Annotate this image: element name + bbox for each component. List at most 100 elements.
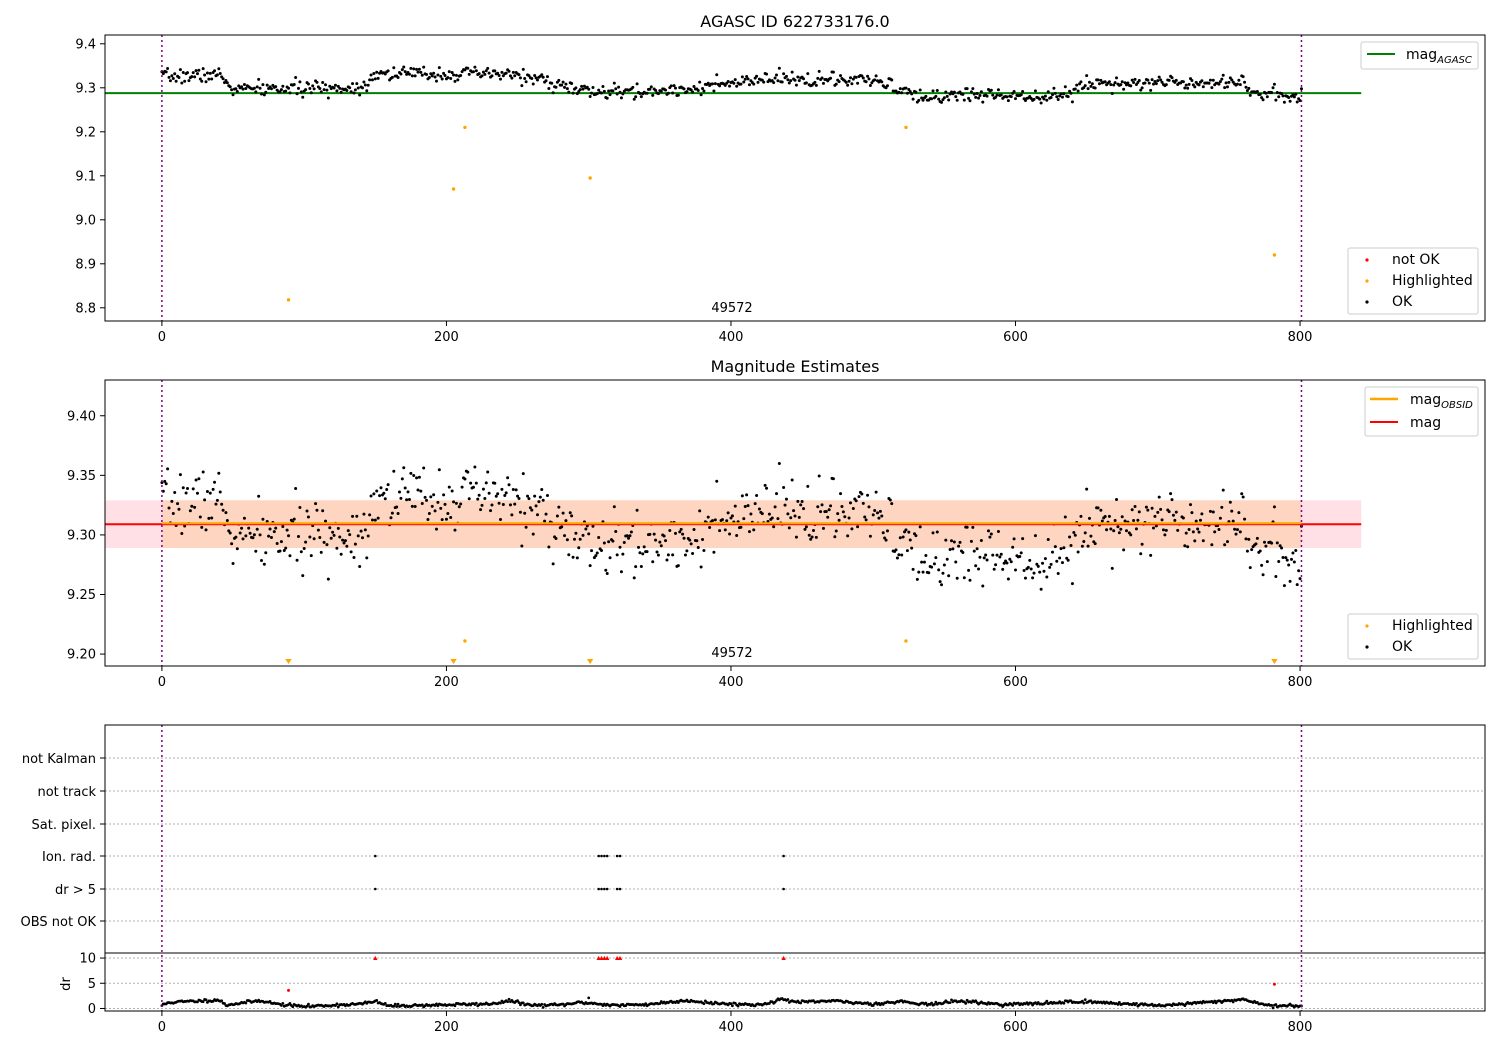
- p2-ok-point: [575, 556, 579, 560]
- p1-ok-point: [702, 89, 706, 93]
- p1-ok-point: [355, 82, 359, 86]
- p2-ok-point: [1032, 571, 1036, 575]
- p1-ok-point: [742, 80, 746, 84]
- legend-label-mag: mag: [1410, 415, 1441, 431]
- p1-ok-point: [739, 82, 743, 86]
- p1-ok-point: [846, 83, 850, 87]
- p1-ok-point: [967, 96, 971, 100]
- p1-ok-point: [1294, 92, 1298, 96]
- p1-ok-point: [638, 92, 642, 96]
- p1-ok-point: [279, 88, 283, 92]
- p2-ok-point: [267, 534, 271, 538]
- p1-ok-point: [605, 96, 609, 100]
- p2-ok-point: [477, 493, 481, 497]
- p1-ok-point: [1083, 84, 1087, 88]
- p2-ok-point: [309, 554, 313, 558]
- p1-ok-point: [752, 82, 756, 86]
- legend-label-ok: OK: [1392, 294, 1413, 310]
- p2-ok-point: [221, 508, 225, 512]
- p2-ok-point: [1109, 527, 1113, 531]
- p1-xtick-label-800: 800: [1288, 330, 1313, 345]
- p1-ok-point: [860, 74, 864, 78]
- p2-ok-point: [560, 525, 564, 529]
- p1-ok-point: [701, 87, 705, 91]
- p2-ok-point: [733, 504, 737, 508]
- p2-ok-point: [244, 534, 248, 538]
- p2-ok-point: [760, 512, 764, 516]
- p2-ok-point: [541, 498, 545, 502]
- p1-ok-point: [420, 73, 424, 77]
- p2-ok-point: [332, 533, 336, 537]
- p1-ok-point: [802, 77, 806, 81]
- p2-ok-point: [659, 544, 663, 548]
- p2-ok-point: [1156, 510, 1160, 514]
- p2-ok-point: [1213, 530, 1217, 534]
- p2-ok-point: [932, 562, 936, 566]
- p2-ok-point: [907, 530, 911, 534]
- p1-ok-point: [517, 73, 521, 77]
- p1-ok-point: [415, 67, 419, 71]
- p1-ok-point: [228, 85, 232, 89]
- p1-ok-point: [790, 70, 794, 74]
- p3-dr-ok-point: [507, 997, 511, 1001]
- p2-ok-point: [930, 565, 934, 569]
- p2-ok-point: [996, 530, 1000, 534]
- panel1-plot-area: [105, 35, 1485, 321]
- p2-ok-point: [296, 535, 300, 539]
- p1-ok-point: [746, 77, 750, 81]
- p2-ok-point: [839, 492, 843, 496]
- p1-ok-point: [230, 88, 234, 92]
- p3-flag-point: [618, 887, 622, 891]
- p2-ok-point: [1260, 563, 1264, 567]
- p3-dr-ok-point: [644, 1002, 648, 1006]
- p1-ok-point: [1261, 98, 1265, 102]
- p2-ok-point: [1173, 518, 1177, 522]
- p2-ok-point: [1002, 561, 1006, 565]
- p1-ok-point: [306, 82, 310, 86]
- p1-ok-point: [269, 87, 273, 91]
- p1-ok-point: [208, 71, 212, 75]
- p2-ok-point: [681, 532, 685, 536]
- p2-ok-point: [1228, 500, 1232, 504]
- p1-ok-point: [474, 69, 478, 73]
- p2-ok-point: [811, 529, 815, 533]
- p1-ok-point: [433, 75, 437, 79]
- p1-ok-point: [1152, 82, 1156, 86]
- p2-ok-point: [974, 564, 978, 568]
- p1-ok-point: [794, 83, 798, 87]
- p3-dr-ok-point: [517, 1001, 521, 1005]
- p1-ok-point: [399, 72, 403, 76]
- p1-ok-point: [164, 70, 168, 74]
- p2-ok-point: [234, 535, 238, 539]
- p1-ok-point: [554, 85, 558, 89]
- p1-ok-point: [258, 86, 262, 90]
- p2-ok-point: [299, 550, 303, 554]
- p2-ok-point: [763, 483, 767, 487]
- p2-ok-point: [316, 528, 320, 532]
- p3-dr-ok-point: [950, 998, 953, 1002]
- p2-xtick-label-200: 200: [434, 675, 459, 690]
- p2-ok-point: [619, 570, 623, 574]
- p3-dr-ok-point: [521, 1001, 525, 1005]
- p1-ok-point: [782, 72, 786, 76]
- p2-ok-point: [1150, 506, 1154, 510]
- p2-ok-point: [1190, 511, 1194, 515]
- p3-flag-point: [597, 887, 600, 891]
- p2-ok-point: [506, 476, 510, 480]
- p2-ok-point: [770, 516, 774, 520]
- p2-ok-point: [282, 548, 286, 552]
- p1-ok-point: [224, 78, 228, 82]
- p3-dr-ok-point: [1271, 1006, 1275, 1010]
- p2-ok-point: [810, 535, 814, 539]
- p2-ok-point: [208, 491, 212, 495]
- p2-ok-point: [352, 555, 356, 559]
- p1-ok-point: [362, 80, 366, 84]
- p1-ok-point: [1099, 78, 1103, 82]
- p2-ok-point: [563, 534, 567, 538]
- p2-ok-point: [772, 525, 776, 529]
- p2-ok-point: [336, 526, 340, 530]
- p1-ok-point: [904, 86, 908, 90]
- p2-ok-point: [890, 502, 894, 506]
- p1-ok-point: [328, 84, 332, 88]
- p1-ok-point: [1049, 95, 1053, 99]
